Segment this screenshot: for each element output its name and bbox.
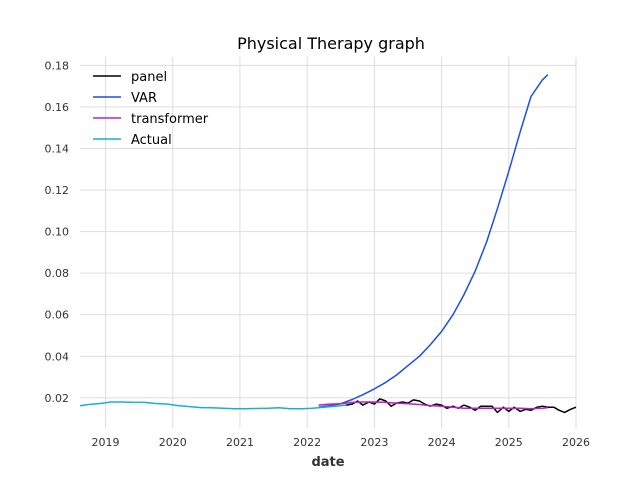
series-line-actual bbox=[79, 401, 347, 410]
y-tick-label: 0.16 bbox=[45, 101, 70, 114]
x-axis-label: date bbox=[311, 455, 344, 470]
x-tick-label: 2020 bbox=[159, 436, 187, 449]
x-tick-label: 2021 bbox=[226, 436, 254, 449]
series-lines bbox=[79, 74, 577, 414]
x-tick-label: 2019 bbox=[92, 436, 120, 449]
legend-label: transformer bbox=[131, 112, 209, 127]
y-tick-label: 0.04 bbox=[45, 350, 70, 363]
series-line-transformer bbox=[318, 401, 548, 410]
y-tick-label: 0.08 bbox=[45, 267, 70, 280]
y-tick-label: 0.14 bbox=[45, 142, 70, 155]
legend-label: panel bbox=[131, 70, 167, 85]
y-tick-label: 0.12 bbox=[45, 184, 70, 197]
y-axis-tick-labels: 0.02 0.04 0.06 0.08 0.10 0.12 0.14 0.16 0.18 bbox=[45, 59, 70, 405]
y-tick-label: 0.06 bbox=[45, 309, 70, 322]
y-tick-label: 0.18 bbox=[45, 59, 70, 72]
legend-label: Actual bbox=[131, 133, 172, 148]
legend: panel VAR transformer Actual bbox=[93, 70, 209, 148]
x-tick-label: 2023 bbox=[360, 436, 388, 449]
x-tick-label: 2022 bbox=[293, 436, 321, 449]
x-axis-tick-labels: 2019 2020 2021 2022 2023 2024 2025 2026 bbox=[92, 436, 590, 449]
series-line-var bbox=[318, 74, 549, 408]
chart-title: Physical Therapy graph bbox=[237, 34, 425, 53]
y-tick-label: 0.10 bbox=[45, 226, 70, 239]
series-line-panel bbox=[345, 398, 577, 414]
x-tick-label: 2025 bbox=[495, 436, 523, 449]
legend-label: VAR bbox=[131, 91, 157, 106]
y-tick-label: 0.02 bbox=[45, 392, 70, 405]
x-tick-label: 2026 bbox=[562, 436, 590, 449]
y-gridlines bbox=[80, 64, 576, 399]
x-gridlines bbox=[105, 57, 577, 428]
x-tick-label: 2024 bbox=[428, 436, 456, 449]
